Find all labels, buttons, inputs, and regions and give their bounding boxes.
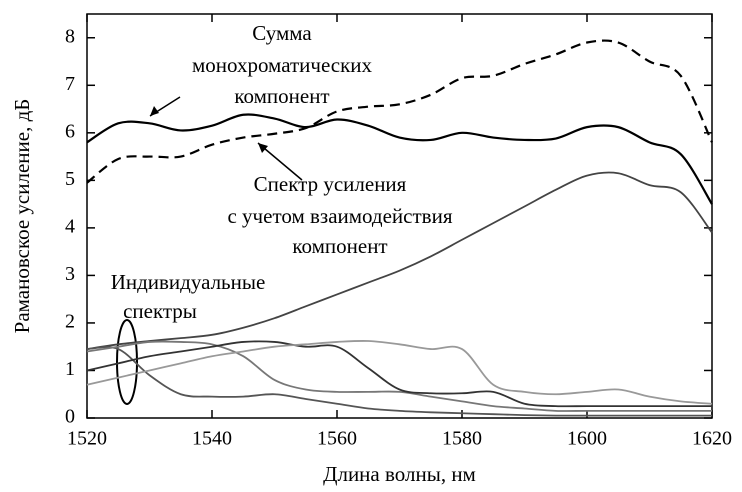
series-line bbox=[86, 171, 713, 350]
x-tick-label: 1600 bbox=[567, 428, 607, 450]
y-tick-label: 4 bbox=[65, 215, 75, 237]
annotation: компонент bbox=[234, 84, 329, 108]
series-line bbox=[86, 340, 712, 412]
annotation: спектры bbox=[123, 299, 197, 323]
series-line bbox=[86, 346, 712, 417]
series-line bbox=[86, 113, 713, 205]
x-tick-label: 1580 bbox=[442, 428, 482, 450]
plot-frame bbox=[86, 13, 713, 419]
series-line bbox=[86, 340, 712, 408]
annotation: монохроматических bbox=[192, 53, 373, 77]
x-tick-label: 1560 bbox=[317, 428, 357, 450]
series-line bbox=[86, 39, 713, 184]
y-tick-label: 0 bbox=[65, 406, 75, 428]
series-line bbox=[86, 340, 713, 405]
y-tick-label: 3 bbox=[65, 263, 75, 285]
x-axis-label: Длина волны, нм bbox=[323, 462, 476, 486]
y-tick-label: 1 bbox=[65, 358, 75, 380]
y-axis-label: Рамановское усиление, дБ bbox=[10, 99, 34, 334]
annotation: Индивидуальные bbox=[111, 270, 266, 294]
arrow-head bbox=[258, 143, 268, 153]
x-tick-label: 1520 bbox=[67, 428, 107, 450]
arrow bbox=[257, 142, 303, 181]
arrow-head bbox=[150, 106, 159, 116]
group-ellipse bbox=[116, 319, 138, 405]
x-tick-label: 1540 bbox=[192, 428, 232, 450]
annotation: компонент bbox=[292, 234, 387, 258]
annotation: Сумма bbox=[252, 21, 312, 45]
y-tick-label: 7 bbox=[65, 73, 75, 95]
y-tick-label: 6 bbox=[65, 120, 75, 142]
y-tick-label: 2 bbox=[65, 311, 75, 333]
x-tick-label: 1620 bbox=[692, 428, 732, 450]
annotation: с учетом взаимодействия bbox=[227, 204, 452, 228]
y-tick-label: 8 bbox=[65, 25, 75, 47]
annotation: Спектр усиления bbox=[254, 172, 407, 196]
y-tick-label: 5 bbox=[65, 168, 75, 190]
